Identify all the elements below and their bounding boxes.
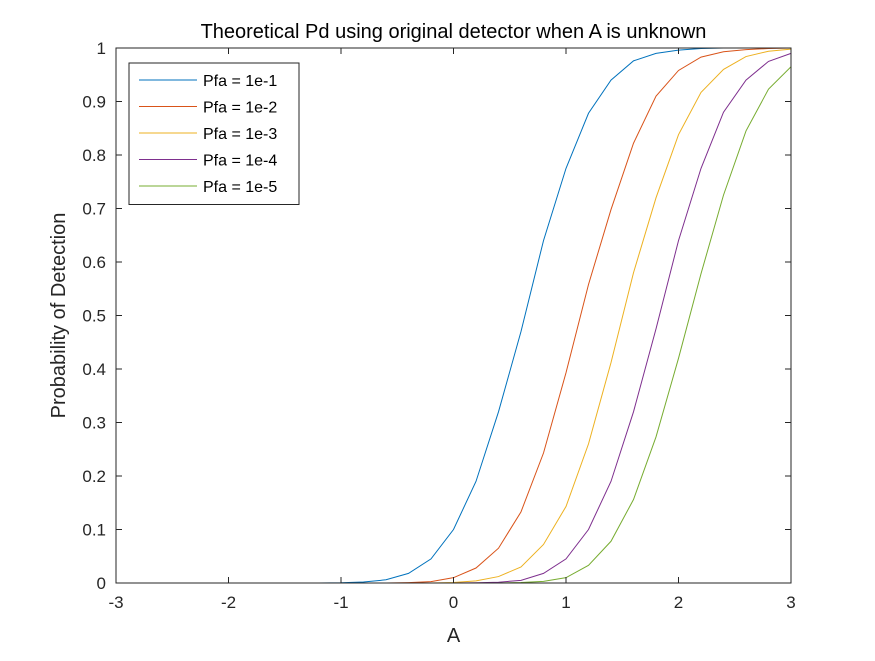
y-axis-label: Probability of Detection (48, 213, 70, 419)
y-tick-label: 1 (97, 39, 106, 58)
y-tick-label: 0 (97, 574, 106, 593)
x-tick-label: -3 (108, 593, 123, 612)
y-tick-label: 0.1 (82, 521, 106, 540)
legend-entry-5: Pfa = 1e-5 (203, 179, 277, 196)
legend-entry-1: Pfa = 1e-1 (203, 73, 277, 90)
x-axis-label: A (447, 625, 461, 647)
x-tick-label: -1 (333, 593, 348, 612)
x-tick-label: 0 (449, 593, 458, 612)
x-tick-label: 1 (561, 593, 570, 612)
legend-box (128, 62, 300, 205)
x-tick-label: 2 (674, 593, 683, 612)
chart-title: Theoretical Pd using original detector w… (201, 21, 707, 43)
y-tick-label: 0.4 (82, 360, 106, 379)
y-tick-label: 0.7 (82, 200, 106, 219)
x-tick-label: -2 (221, 593, 236, 612)
y-tick-label: 0.5 (82, 307, 106, 326)
y-tick-label: 0.6 (82, 253, 106, 272)
y-tick-label: 0.8 (82, 146, 106, 165)
x-tick-label: 3 (786, 593, 795, 612)
legend-entry-2: Pfa = 1e-2 (203, 100, 277, 117)
legend-entry-4: Pfa = 1e-4 (203, 153, 277, 170)
legend: Pfa = 1e-1 Pfa = 1e-2 Pfa = 1e-3 Pfa = 1e-4… (128, 62, 300, 205)
y-tick-label: 0.2 (82, 467, 106, 486)
legend-entry-3: Pfa = 1e-3 (203, 126, 277, 143)
ticks-layer: -3 -2 -1 0 1 2 3 0 0.1 0.2 0.3 0.4 0.5 0.6 0.7 0.8 0.9 1 (82, 39, 795, 612)
y-tick-label: 0.3 (82, 414, 106, 433)
y-tick-label: 0.9 (82, 93, 106, 112)
